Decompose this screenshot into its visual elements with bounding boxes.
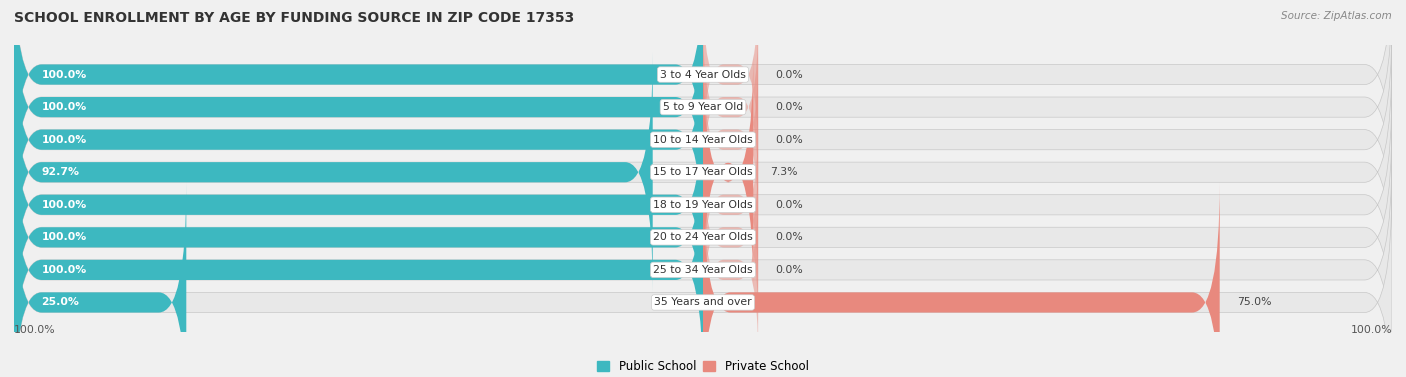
- FancyBboxPatch shape: [14, 0, 703, 227]
- Text: 10 to 14 Year Olds: 10 to 14 Year Olds: [654, 135, 752, 145]
- Text: 0.0%: 0.0%: [775, 102, 803, 112]
- FancyBboxPatch shape: [14, 182, 1392, 377]
- FancyBboxPatch shape: [703, 52, 758, 227]
- Text: 75.0%: 75.0%: [1237, 297, 1271, 308]
- FancyBboxPatch shape: [14, 182, 186, 377]
- Text: 100.0%: 100.0%: [1350, 325, 1392, 335]
- Text: 100.0%: 100.0%: [42, 102, 87, 112]
- FancyBboxPatch shape: [14, 20, 1392, 260]
- FancyBboxPatch shape: [14, 150, 1392, 377]
- FancyBboxPatch shape: [703, 20, 758, 195]
- Text: SCHOOL ENROLLMENT BY AGE BY FUNDING SOURCE IN ZIP CODE 17353: SCHOOL ENROLLMENT BY AGE BY FUNDING SOUR…: [14, 11, 574, 25]
- Text: 25.0%: 25.0%: [42, 297, 80, 308]
- FancyBboxPatch shape: [14, 52, 1392, 293]
- Text: 100.0%: 100.0%: [42, 69, 87, 80]
- Text: 100.0%: 100.0%: [14, 325, 56, 335]
- Text: Source: ZipAtlas.com: Source: ZipAtlas.com: [1281, 11, 1392, 21]
- FancyBboxPatch shape: [14, 117, 703, 357]
- Text: 3 to 4 Year Olds: 3 to 4 Year Olds: [659, 69, 747, 80]
- FancyBboxPatch shape: [14, 0, 1392, 227]
- FancyBboxPatch shape: [14, 117, 1392, 357]
- FancyBboxPatch shape: [703, 182, 758, 357]
- Text: 100.0%: 100.0%: [42, 135, 87, 145]
- Text: 100.0%: 100.0%: [42, 200, 87, 210]
- Text: 20 to 24 Year Olds: 20 to 24 Year Olds: [654, 232, 752, 242]
- Text: 18 to 19 Year Olds: 18 to 19 Year Olds: [654, 200, 752, 210]
- FancyBboxPatch shape: [14, 85, 703, 325]
- Text: 0.0%: 0.0%: [775, 135, 803, 145]
- Text: 92.7%: 92.7%: [42, 167, 80, 177]
- FancyBboxPatch shape: [703, 52, 754, 293]
- Text: 0.0%: 0.0%: [775, 200, 803, 210]
- FancyBboxPatch shape: [14, 150, 703, 377]
- Text: 0.0%: 0.0%: [775, 69, 803, 80]
- Text: 7.3%: 7.3%: [770, 167, 799, 177]
- FancyBboxPatch shape: [703, 150, 758, 325]
- Text: 25 to 34 Year Olds: 25 to 34 Year Olds: [654, 265, 752, 275]
- Text: 15 to 17 Year Olds: 15 to 17 Year Olds: [654, 167, 752, 177]
- FancyBboxPatch shape: [14, 85, 1392, 325]
- Text: 100.0%: 100.0%: [42, 232, 87, 242]
- Text: 0.0%: 0.0%: [775, 232, 803, 242]
- FancyBboxPatch shape: [14, 0, 703, 195]
- Text: 0.0%: 0.0%: [775, 265, 803, 275]
- Text: 35 Years and over: 35 Years and over: [654, 297, 752, 308]
- FancyBboxPatch shape: [14, 52, 652, 293]
- FancyBboxPatch shape: [703, 117, 758, 293]
- Text: 100.0%: 100.0%: [42, 265, 87, 275]
- Legend: Public School, Private School: Public School, Private School: [593, 355, 813, 377]
- Text: 5 to 9 Year Old: 5 to 9 Year Old: [662, 102, 744, 112]
- FancyBboxPatch shape: [14, 20, 703, 260]
- FancyBboxPatch shape: [703, 0, 758, 162]
- FancyBboxPatch shape: [14, 0, 1392, 195]
- FancyBboxPatch shape: [703, 182, 1219, 377]
